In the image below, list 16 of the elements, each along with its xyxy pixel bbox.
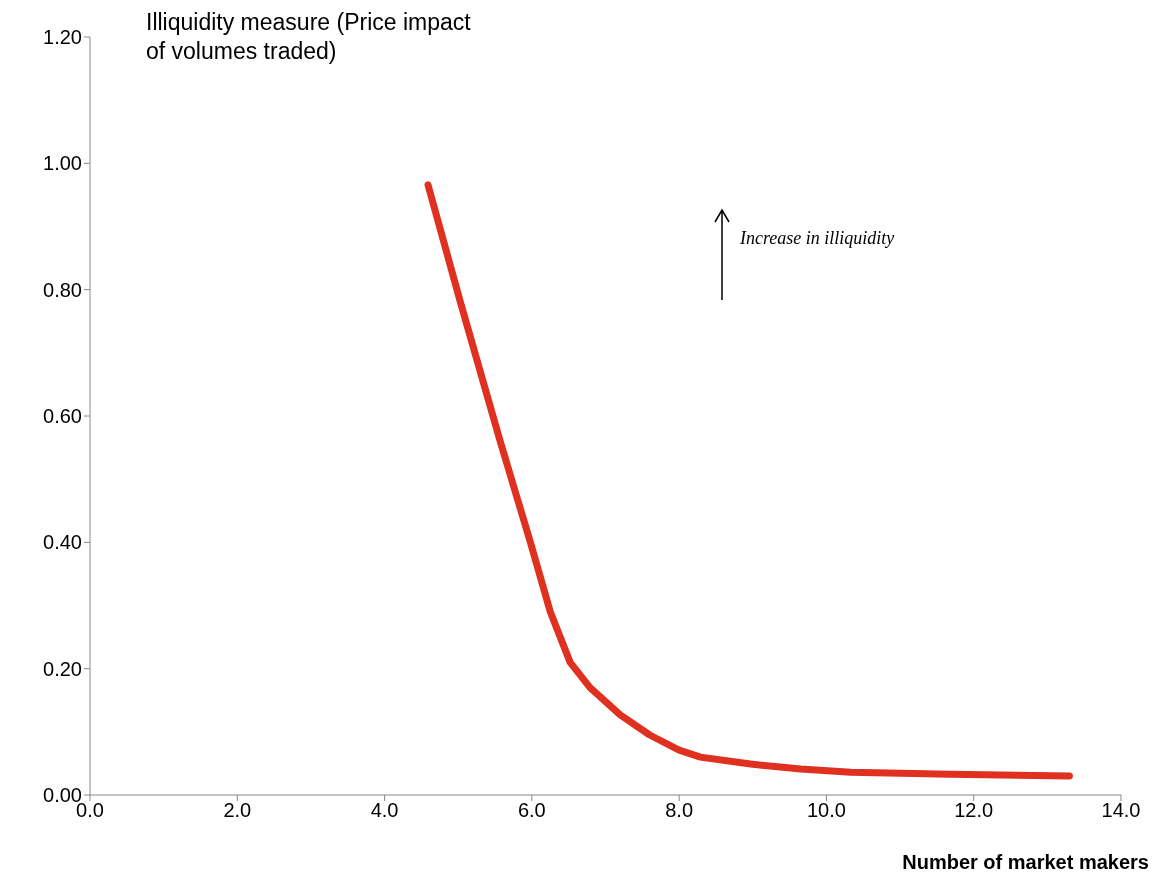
y-tick-label: 0.40	[43, 531, 82, 554]
x-tick-label: 10.0	[806, 799, 846, 822]
y-tick-label: 0.60	[43, 405, 82, 428]
x-tick-label: 2.0	[223, 799, 252, 822]
x-tick-label: 12.0	[954, 799, 994, 822]
x-tick-label: 14.0	[1101, 799, 1141, 822]
x-tick-label: 4.0	[370, 799, 399, 822]
annotation: Increase in illiquidity	[740, 228, 895, 249]
y-tick-label: 1.20	[43, 26, 82, 49]
y-tick-label: 0.20	[43, 657, 82, 680]
y-tick-label: 1.00	[43, 152, 82, 175]
y-tick-label: 0.80	[43, 278, 82, 301]
y-axis-title: Illiquidity measure (Price impact of volumes traded)	[146, 8, 472, 66]
x-tick-label: 8.0	[665, 799, 694, 822]
x-tick-label: 6.0	[517, 799, 546, 822]
x-axis-title: Number of market makers	[902, 851, 1149, 874]
